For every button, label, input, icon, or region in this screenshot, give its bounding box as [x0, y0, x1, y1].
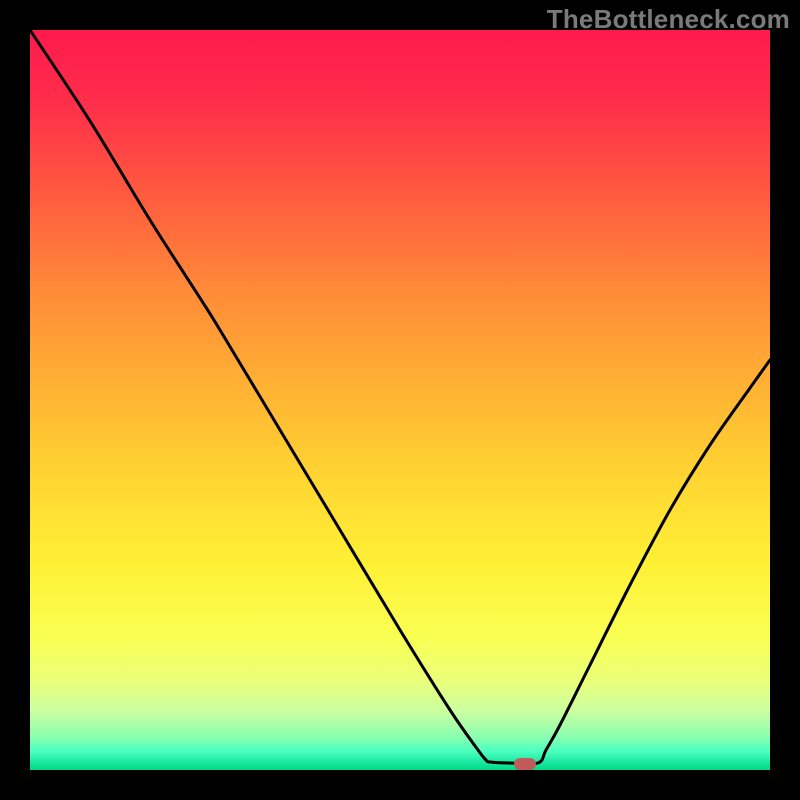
plot-area — [30, 30, 770, 770]
curve-minimum-marker — [514, 758, 536, 770]
bottleneck-curve — [30, 30, 770, 770]
chart-frame: TheBottleneck.com — [0, 0, 800, 800]
